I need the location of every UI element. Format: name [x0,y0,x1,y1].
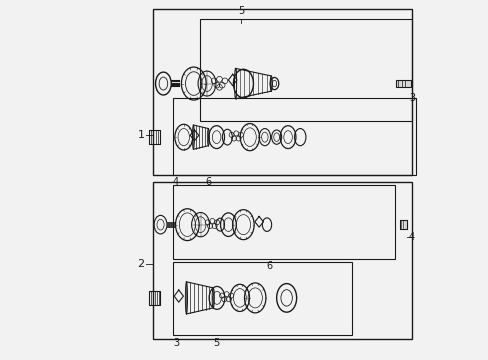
Text: 3: 3 [408,93,414,103]
Bar [173,185,394,258]
Text: 5: 5 [237,6,244,16]
Bar [399,220,406,229]
Bar [149,291,160,305]
Bar [173,98,415,175]
Text: 6: 6 [205,177,211,187]
Text: 4: 4 [408,232,414,242]
Bar [400,220,406,229]
Text: 3: 3 [172,338,179,348]
Bar [153,182,411,339]
Bar [173,262,351,336]
Text: 2: 2 [137,259,144,269]
Text: 1: 1 [137,130,144,140]
Text: 6: 6 [266,261,272,271]
Bar [200,19,411,121]
Bar [149,130,160,144]
Bar [153,9,411,175]
Text: 5: 5 [212,338,219,348]
Text: 4: 4 [172,177,179,187]
Bar [395,80,410,87]
